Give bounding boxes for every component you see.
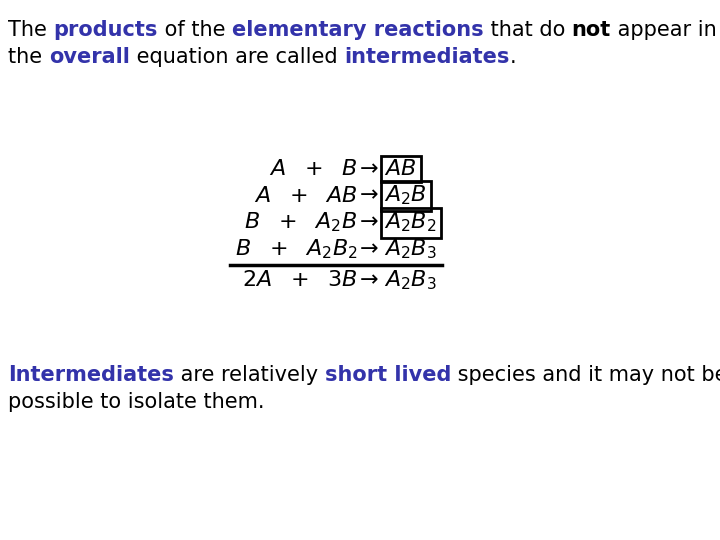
Text: elementary reactions: elementary reactions	[232, 20, 484, 40]
Text: species and it may not be: species and it may not be	[451, 365, 720, 385]
Text: short lived: short lived	[325, 365, 451, 385]
Text: →: →	[360, 271, 378, 291]
Text: overall: overall	[49, 47, 130, 67]
Text: that do: that do	[484, 20, 572, 40]
Text: Intermediates: Intermediates	[8, 365, 174, 385]
Text: The: The	[8, 20, 53, 40]
Text: are relatively: are relatively	[174, 365, 325, 385]
Text: possible to isolate them.: possible to isolate them.	[8, 392, 264, 412]
Text: products: products	[53, 20, 158, 40]
Text: →: →	[360, 240, 378, 260]
Text: $A_2B_3$: $A_2B_3$	[384, 238, 437, 261]
Text: the: the	[8, 47, 49, 67]
Text: .: .	[509, 47, 516, 67]
Text: $A_2B_3$: $A_2B_3$	[384, 268, 437, 292]
Text: →: →	[360, 213, 378, 233]
Text: $A_2B_2$: $A_2B_2$	[384, 211, 437, 234]
Text: $B\ \ +\ \ A_2B_2$: $B\ \ +\ \ A_2B_2$	[235, 238, 357, 261]
Text: →: →	[360, 159, 378, 179]
Text: $B\ \ +\ \ A_2B$: $B\ \ +\ \ A_2B$	[244, 211, 357, 234]
Text: $A\ \ +\ \ B$: $A\ \ +\ \ B$	[269, 159, 357, 179]
Text: appear in: appear in	[611, 20, 716, 40]
Text: equation are called: equation are called	[130, 47, 344, 67]
Text: $A\ \ +\ \ AB$: $A\ \ +\ \ AB$	[253, 186, 357, 206]
Text: $2A\ \ +\ \ 3B$: $2A\ \ +\ \ 3B$	[242, 271, 357, 291]
Text: not: not	[572, 20, 611, 40]
Text: of the: of the	[158, 20, 232, 40]
Text: intermediates: intermediates	[344, 47, 509, 67]
Text: →: →	[360, 186, 378, 206]
Text: $A_2B$: $A_2B$	[384, 184, 428, 207]
Text: $AB$: $AB$	[384, 159, 417, 179]
